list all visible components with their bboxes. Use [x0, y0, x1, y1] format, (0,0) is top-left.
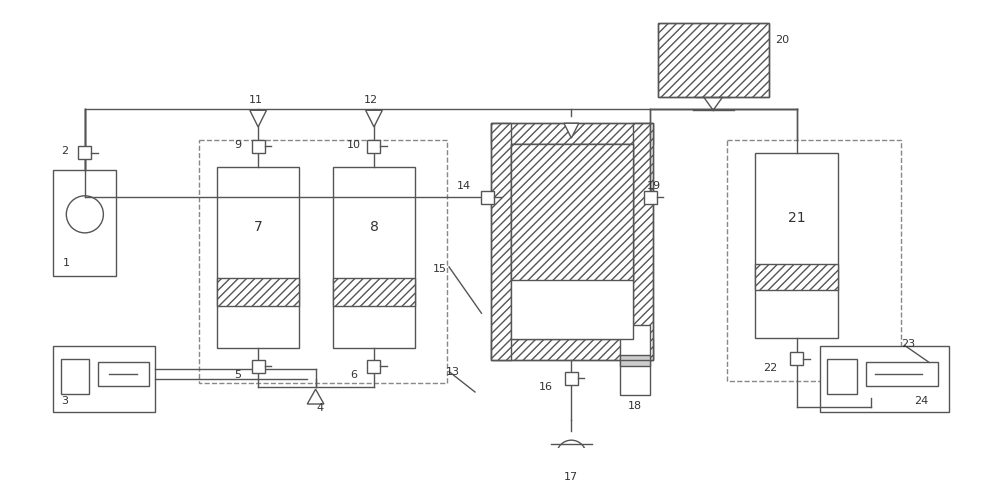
Text: 4: 4 — [317, 403, 324, 413]
Text: 14: 14 — [457, 181, 471, 191]
Bar — [620, 355, 650, 366]
Text: 20: 20 — [775, 35, 789, 45]
Bar — [333, 167, 415, 348]
Bar — [252, 360, 265, 372]
Text: 16: 16 — [538, 383, 552, 392]
Text: 22: 22 — [763, 363, 778, 373]
Bar — [511, 144, 633, 280]
Bar — [658, 23, 769, 97]
Text: 18: 18 — [628, 401, 642, 411]
Bar — [620, 325, 650, 395]
Bar — [491, 123, 653, 360]
Bar — [217, 278, 299, 306]
Bar — [644, 191, 657, 204]
Text: 2: 2 — [61, 146, 68, 156]
Bar — [658, 23, 769, 97]
Bar — [491, 339, 653, 360]
Text: 1: 1 — [63, 258, 70, 268]
Polygon shape — [307, 389, 324, 404]
Text: 5: 5 — [234, 370, 241, 380]
Bar — [53, 346, 155, 412]
Bar — [727, 140, 901, 381]
Text: 11: 11 — [248, 95, 262, 105]
Bar — [827, 359, 857, 394]
Bar — [199, 140, 447, 383]
Text: 15: 15 — [433, 264, 447, 274]
Bar — [481, 191, 494, 204]
Polygon shape — [250, 110, 266, 127]
Bar — [252, 140, 265, 153]
Bar — [333, 278, 415, 306]
Bar — [755, 264, 838, 290]
Bar — [565, 372, 578, 384]
Bar — [820, 346, 949, 412]
Text: 8: 8 — [370, 220, 378, 234]
Text: 7: 7 — [254, 220, 263, 234]
Bar — [98, 362, 149, 386]
Bar — [78, 146, 91, 159]
Text: 19: 19 — [647, 181, 661, 191]
Text: 13: 13 — [446, 367, 460, 377]
Bar — [866, 362, 938, 386]
Bar — [53, 169, 116, 276]
Text: 12: 12 — [364, 95, 378, 105]
Text: 21: 21 — [788, 211, 805, 225]
Text: 23: 23 — [902, 339, 916, 349]
Text: 6: 6 — [350, 370, 357, 380]
Bar — [61, 359, 89, 394]
Bar — [633, 123, 653, 360]
Text: 9: 9 — [234, 140, 241, 150]
Bar — [367, 360, 380, 372]
Bar — [491, 123, 511, 360]
Polygon shape — [366, 110, 382, 127]
Bar — [217, 167, 299, 348]
Bar — [511, 144, 633, 339]
Polygon shape — [564, 123, 579, 138]
Bar — [755, 153, 838, 338]
Text: 3: 3 — [61, 396, 68, 406]
Text: 10: 10 — [347, 140, 361, 150]
Bar — [790, 352, 803, 365]
Bar — [367, 140, 380, 153]
Bar — [491, 123, 653, 144]
Text: 24: 24 — [915, 396, 929, 406]
Text: 17: 17 — [564, 472, 578, 480]
